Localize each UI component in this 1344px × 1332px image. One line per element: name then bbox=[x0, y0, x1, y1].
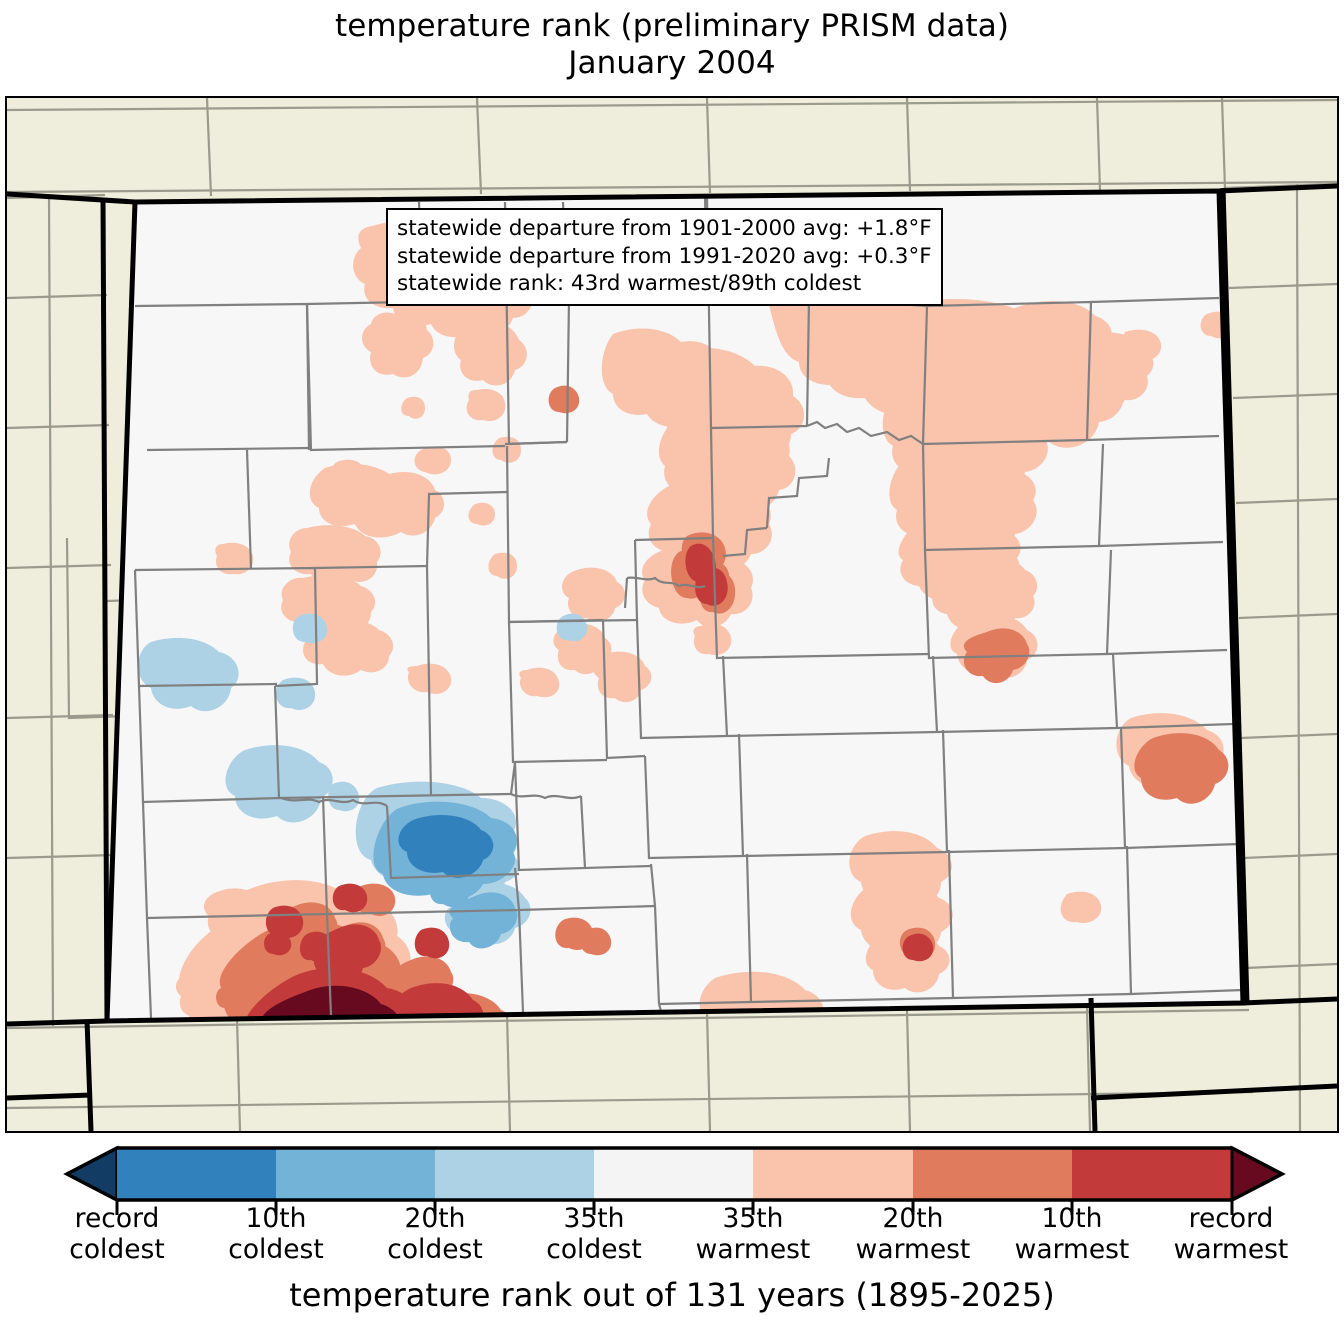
colorbar-band-20th-warmest bbox=[913, 1148, 1072, 1200]
colorbar-label-bottom: coldest bbox=[546, 1233, 642, 1265]
stat-departure-1901-2000: statewide departure from 1901-2000 avg: … bbox=[397, 216, 932, 241]
colorbar-label-top: 20th bbox=[404, 1203, 466, 1234]
colorbar bbox=[0, 1140, 1344, 1215]
colorbar-label-2: 20th coldest bbox=[387, 1203, 483, 1265]
colorbar-svg bbox=[63, 1145, 1286, 1215]
statistics-box: statewide departure from 1901-2000 avg: … bbox=[386, 208, 943, 307]
colorbar-label-0: record coldest bbox=[69, 1203, 165, 1265]
temperature-rank-shading bbox=[138, 219, 1233, 1021]
shading-10th-coldest bbox=[398, 815, 494, 878]
page-title: temperature rank (preliminary PRISM data… bbox=[0, 8, 1344, 81]
title-line-2: January 2004 bbox=[568, 44, 776, 81]
colorbar-label-bottom: coldest bbox=[387, 1233, 483, 1265]
colorbar-label-5: 20th warmest bbox=[855, 1203, 971, 1265]
map-panel: statewide departure from 1901-2000 avg: … bbox=[5, 96, 1339, 1133]
mountain-county-boundaries bbox=[280, 792, 587, 880]
colorbar-label-top: record bbox=[74, 1203, 160, 1234]
colorbar-label-4: 35th warmest bbox=[695, 1203, 811, 1265]
colorbar-label-top: 20th bbox=[882, 1203, 944, 1234]
colorbar-band-10th-warmest bbox=[1072, 1148, 1232, 1200]
colorbar-label-top: 10th bbox=[1041, 1203, 1103, 1234]
colorbar-label-top: record bbox=[1188, 1203, 1274, 1234]
colorbar-band-35th-warmest bbox=[753, 1148, 913, 1200]
colorbar-label-1: 10th coldest bbox=[228, 1203, 324, 1265]
colorbar-tick-labels: record coldest 10th coldest 20th coldest 35th c… bbox=[0, 1203, 1344, 1265]
colorbar-band-record-warmest bbox=[1230, 1145, 1286, 1203]
stat-departure-1991-2020: statewide departure from 1991-2020 avg: … bbox=[397, 243, 932, 269]
colorbar-label-top: 35th bbox=[563, 1203, 625, 1234]
colorbar-label-bottom: coldest bbox=[69, 1233, 165, 1265]
colorbar-label-bottom: warmest bbox=[1014, 1233, 1130, 1265]
colorbar-band-record-coldest bbox=[63, 1145, 119, 1203]
title-line-1: temperature rank (preliminary PRISM data… bbox=[334, 8, 1010, 44]
colorbar-label-bottom: warmest bbox=[695, 1233, 811, 1265]
colorbar-label-7: record warmest bbox=[1173, 1203, 1289, 1265]
colorbar-band-near-normal bbox=[594, 1148, 753, 1200]
colorbar-label-top: 35th bbox=[722, 1203, 784, 1234]
colorbar-band-10th-coldest bbox=[117, 1148, 276, 1200]
colorbar-label-3: 35th coldest bbox=[546, 1203, 642, 1265]
neighboring-state-outlines bbox=[7, 183, 1337, 1131]
colorbar-label-bottom: warmest bbox=[1173, 1233, 1289, 1265]
colorbar-caption: temperature rank out of 131 years (1895-… bbox=[289, 1276, 1055, 1314]
colorbar-band-35th-coldest bbox=[435, 1148, 594, 1200]
colorbar-label-bottom: coldest bbox=[228, 1233, 324, 1265]
stat-statewide-rank: statewide rank: 43rd warmest/89th coldes… bbox=[397, 271, 862, 297]
colorbar-ticks bbox=[115, 1200, 1234, 1215]
colorbar-label-bottom: warmest bbox=[855, 1233, 971, 1265]
colorbar-label-top: 10th bbox=[245, 1203, 307, 1234]
colorbar-band-20th-coldest bbox=[276, 1148, 435, 1200]
neighbor-county-lines bbox=[7, 98, 1337, 1131]
colorbar-label-6: 10th warmest bbox=[1014, 1203, 1130, 1265]
